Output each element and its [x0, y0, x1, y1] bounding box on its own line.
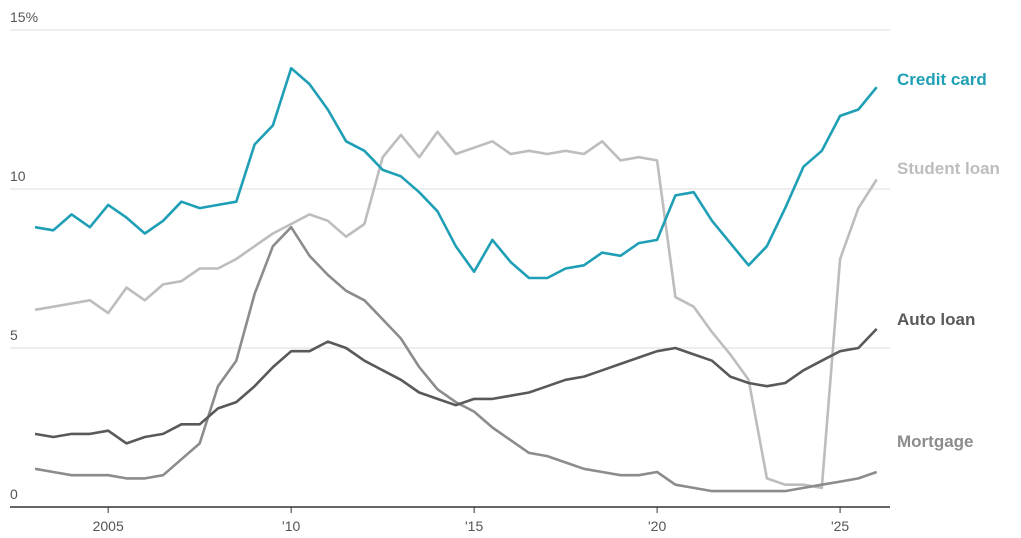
- x-tick-label: '10: [282, 518, 300, 534]
- y-tick-label: 10: [10, 168, 26, 184]
- series-label: Mortgage: [897, 432, 974, 451]
- series-line: [34, 66, 878, 280]
- series-line: [34, 225, 878, 493]
- x-tick-label: '15: [465, 518, 483, 534]
- x-tick-label: '25: [831, 518, 849, 534]
- x-tick-label: 2005: [93, 518, 124, 534]
- y-tick-label: 5: [10, 327, 18, 343]
- series-label: Credit card: [897, 70, 987, 89]
- series-line: [34, 328, 878, 445]
- series-line: [34, 130, 878, 490]
- y-tick-label: 0: [10, 486, 18, 502]
- y-tick-label: 15%: [10, 9, 38, 25]
- x-tick-label: '20: [648, 518, 666, 534]
- series-label: Auto loan: [897, 310, 975, 329]
- series-label: Student loan: [897, 159, 1000, 178]
